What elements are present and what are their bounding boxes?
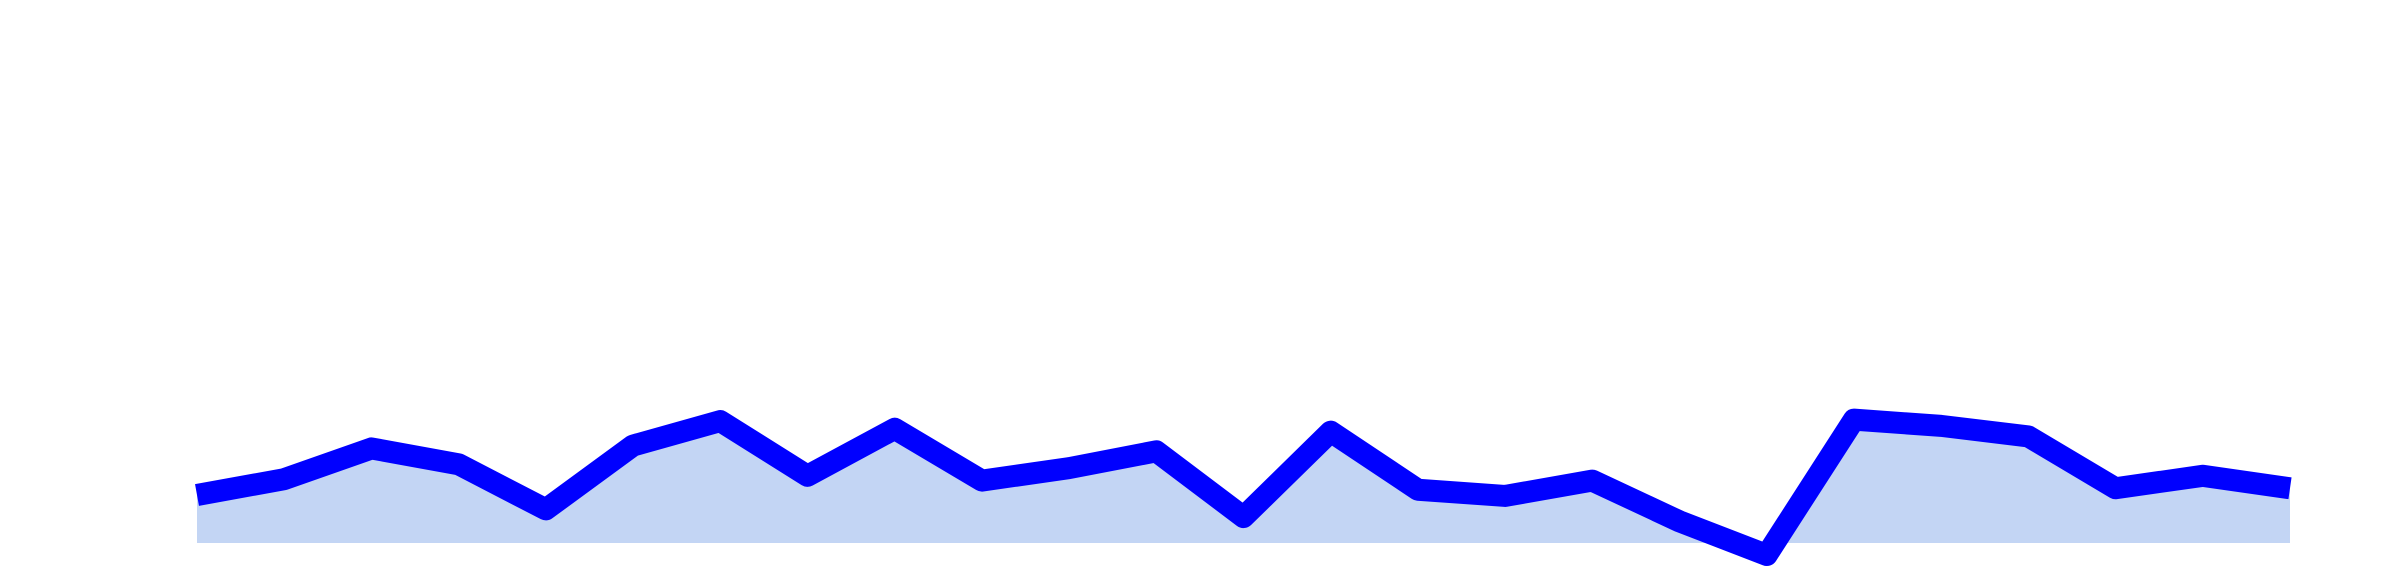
- series-area-fill: [197, 419, 2290, 555]
- series-line: [195, 408, 2292, 566]
- plot-area: [195, 408, 2292, 566]
